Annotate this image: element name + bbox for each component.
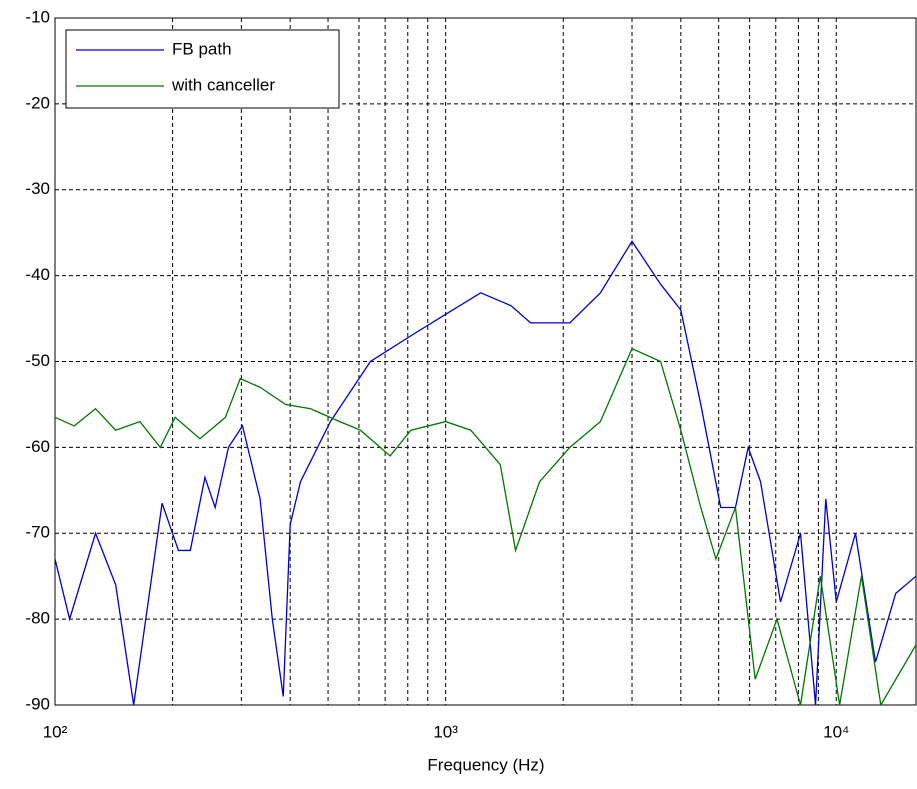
x-tick-label: 10⁴ [823,722,849,741]
x-tick-label: 10³ [433,722,458,741]
y-tick-label: -90 [25,694,50,713]
x-axis-label: Frequency (Hz) [427,755,544,774]
y-tick-label: -10 [25,7,50,26]
legend-label: with canceller [171,75,275,94]
data-line [55,347,916,705]
y-tick-label: -80 [25,609,50,628]
y-tick-label: -30 [25,179,50,198]
plot-frame [54,17,917,706]
legend-label: FB path [172,39,232,58]
legend-box [65,29,340,109]
y-tick-label: -60 [25,437,50,456]
y-tick-label: -40 [25,265,50,284]
x-tick-label: 10² [43,722,68,741]
y-tick-label: -20 [25,93,50,112]
data-line [55,240,916,705]
y-tick-label: -50 [25,351,50,370]
y-tick-label: -70 [25,523,50,542]
